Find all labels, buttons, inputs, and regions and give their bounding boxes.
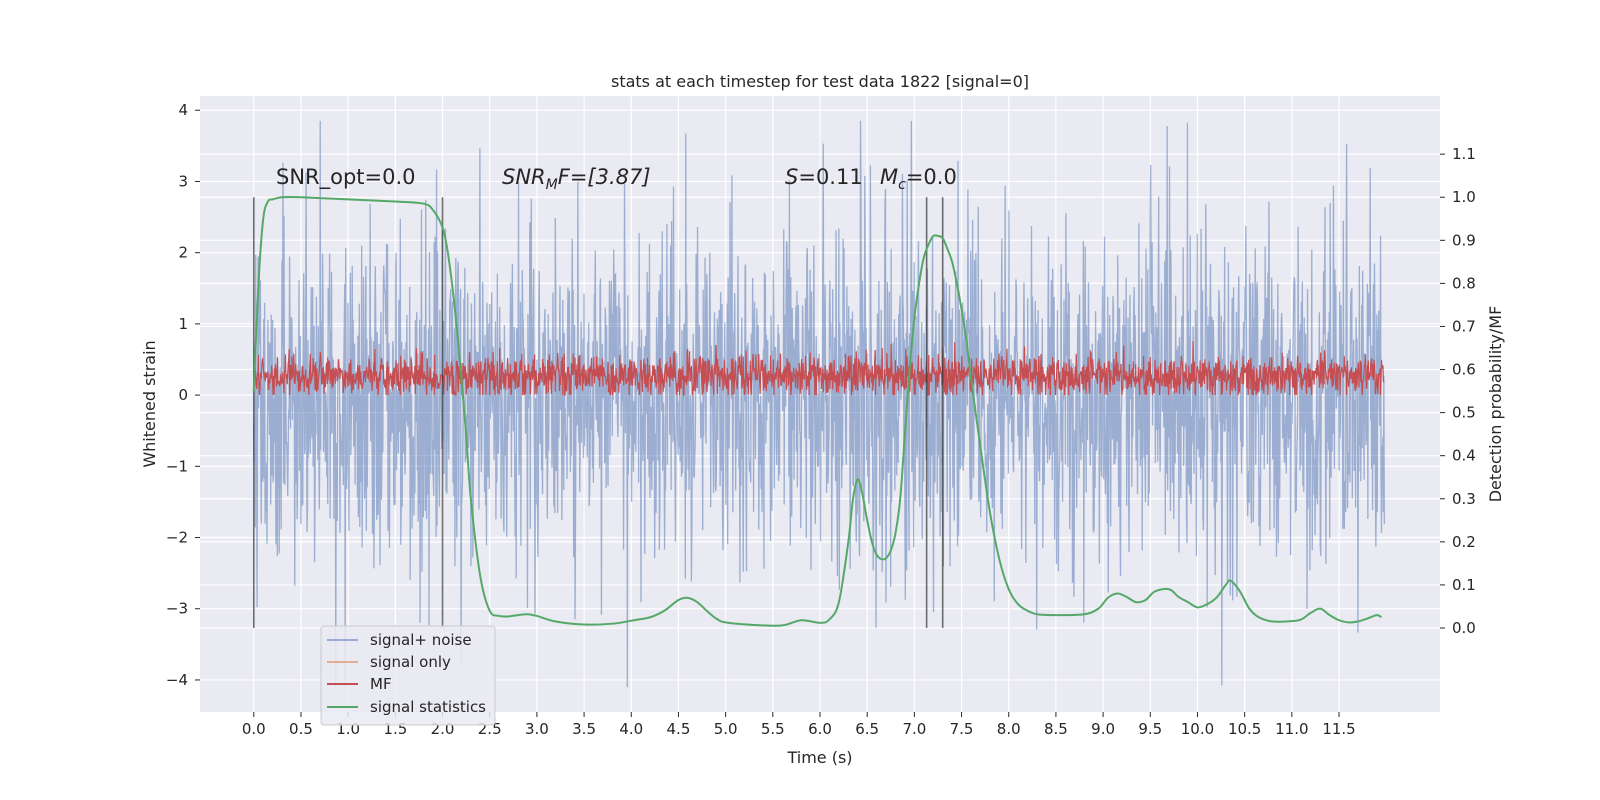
- x-axis-label: Time (s): [786, 748, 852, 767]
- chart-title: stats at each timestep for test data 182…: [611, 72, 1029, 91]
- y-axis-label-right: Detection probability/MF: [1486, 306, 1505, 503]
- legend-label-signal-statistics: signal statistics: [370, 698, 486, 716]
- signal-statistics-series: [252, 195, 1383, 627]
- legend-label-mf: MF: [370, 675, 392, 693]
- x-tick-label: 8.0: [997, 720, 1021, 738]
- y-tick-label-right: 0.2: [1452, 533, 1476, 551]
- y-tick-label-left: −2: [166, 529, 188, 547]
- y-tick-label-left: 3: [178, 172, 188, 190]
- y-tick-label-right: 1.0: [1452, 188, 1476, 206]
- vertical-markers: [252, 197, 944, 628]
- annotation-s: S=0.11: [785, 165, 863, 189]
- y-tick-label-right: 0.3: [1452, 490, 1476, 508]
- mc-rest: =0.0: [906, 165, 957, 189]
- x-tick-label: 10.5: [1228, 720, 1261, 738]
- x-tick-label: 10.0: [1181, 720, 1214, 738]
- x-tick-label: 5.5: [761, 720, 785, 738]
- y-tick-label-left: 0: [178, 386, 188, 404]
- snr-mf-rest: F=[3.87]: [558, 165, 651, 189]
- annotation-mc: Mc=0.0: [880, 165, 957, 193]
- x-tick-label: 9.0: [1091, 720, 1115, 738]
- y-axis-label-left: Whitened strain: [140, 340, 159, 467]
- annotation-snr-mf: SNRMF=[3.87]: [502, 165, 651, 193]
- x-tick-label: 4.5: [667, 720, 691, 738]
- y-tick-label-left: −1: [166, 457, 188, 475]
- annotation-snr-opt: SNR_opt=0.0: [276, 165, 416, 190]
- x-tick-label: 6.0: [808, 720, 832, 738]
- x-tick-label: 11.5: [1322, 720, 1355, 738]
- legend-label-signal-noise: signal+ noise: [370, 631, 472, 649]
- y-tick-label-right: 0.4: [1452, 447, 1476, 465]
- snr-mf-var: SNR: [502, 165, 546, 189]
- y-tick-label-left: −4: [166, 671, 188, 689]
- y-tick-label-left: 2: [178, 244, 188, 262]
- x-tick-label: 3.0: [525, 720, 549, 738]
- x-tick-label: 7.5: [950, 720, 974, 738]
- x-tick-label: 0.0: [242, 720, 266, 738]
- y-tick-label-right: 0.1: [1452, 576, 1476, 594]
- y-tick-label-right: 0.6: [1452, 361, 1476, 379]
- y-tick-label-right: 1.1: [1452, 145, 1476, 163]
- axis-ticks: 0.0 0.5 1.0 1.5 2.0 2.5 3.0 3.5 4.0 4.5 5.0 5.5 6.0 6…: [166, 101, 1476, 738]
- x-tick-label: 6.5: [855, 720, 879, 738]
- mc-sub: c: [898, 177, 906, 193]
- x-tick-label: 9.5: [1138, 720, 1162, 738]
- y-tick-label-right: 0.7: [1452, 317, 1476, 335]
- y-tick-label-right: 0.0: [1452, 619, 1476, 637]
- y-tick-label-right: 0.8: [1452, 274, 1476, 292]
- legend: signal+ noise signal only MF signal stat…: [320, 625, 496, 726]
- signal-statistics-line: [252, 195, 1383, 627]
- x-tick-label: 7.0: [902, 720, 926, 738]
- x-tick-label: 8.5: [1044, 720, 1068, 738]
- x-tick-label: 4.0: [619, 720, 643, 738]
- y-tick-label-left: −3: [166, 600, 188, 618]
- y-tick-label-right: 0.5: [1452, 404, 1476, 422]
- x-tick-label: 5.0: [714, 720, 738, 738]
- y-tick-label-left: 4: [178, 101, 188, 119]
- y-tick-label-right: 0.9: [1452, 231, 1476, 249]
- x-tick-label: 11.0: [1275, 720, 1308, 738]
- legend-box: [320, 625, 496, 726]
- snr-mf-sub: M: [546, 177, 558, 193]
- s-var: S: [785, 165, 798, 189]
- x-tick-label: 0.5: [289, 720, 313, 738]
- legend-label-signal-only: signal only: [370, 653, 451, 671]
- mc-var: M: [880, 165, 898, 189]
- x-tick-label: 3.5: [572, 720, 596, 738]
- y-tick-label-left: 1: [178, 315, 188, 333]
- s-rest: =0.11: [798, 165, 862, 189]
